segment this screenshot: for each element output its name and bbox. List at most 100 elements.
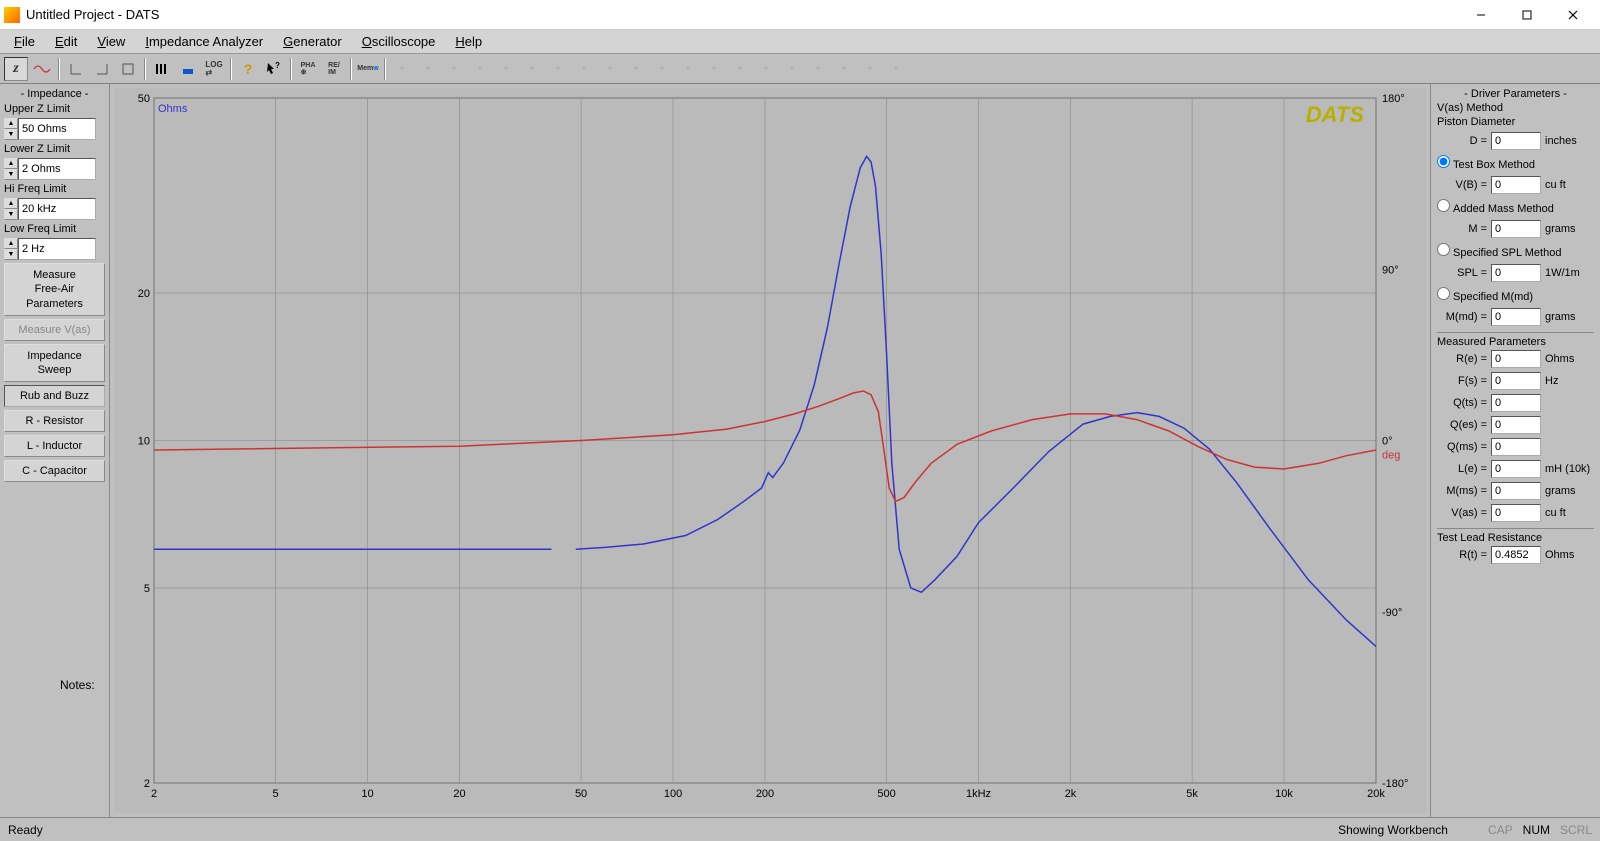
mms-input[interactable] <box>1491 482 1541 500</box>
menu-impedance[interactable]: Impedance Analyzer <box>135 31 273 52</box>
qts-param: Q(ts) = <box>1437 397 1487 409</box>
re-input[interactable] <box>1491 350 1541 368</box>
tool-bars[interactable] <box>150 57 174 81</box>
qes-param: Q(es) = <box>1437 419 1487 431</box>
fs-param: F(s) = <box>1437 375 1487 387</box>
tool-d6: ▫ <box>520 57 544 81</box>
svg-text:20: 20 <box>453 788 465 800</box>
tool-whatsthis[interactable]: ? <box>262 57 286 81</box>
upper-z-down[interactable]: ▼ <box>4 129 18 140</box>
low-freq-up[interactable]: ▲ <box>4 238 18 249</box>
menu-oscilloscope[interactable]: Oscilloscope <box>352 31 446 52</box>
maximize-button[interactable] <box>1504 0 1550 30</box>
piston-unit: inches <box>1545 135 1577 147</box>
low-freq-input[interactable] <box>18 238 96 260</box>
right-panel: - Driver Parameters - V(as) Method Pisto… <box>1430 84 1600 817</box>
tool-mem[interactable]: Memw <box>356 57 380 81</box>
tool-axis1[interactable] <box>64 57 88 81</box>
qts-input[interactable] <box>1491 394 1541 412</box>
rub-buzz-button[interactable]: Rub and Buzz <box>4 385 105 407</box>
mmd-radio[interactable] <box>1437 287 1450 300</box>
addedmass-radio[interactable] <box>1437 199 1450 212</box>
chart-area: 251020501002005001kHz2k5k10k20k25102050-… <box>114 88 1426 813</box>
vas-input[interactable] <box>1491 504 1541 522</box>
spl-radio[interactable] <box>1437 243 1450 256</box>
hi-freq-input[interactable] <box>18 198 96 220</box>
tool-wave[interactable] <box>30 57 54 81</box>
measure-free-air-button[interactable]: MeasureFree-AirParameters <box>4 263 105 316</box>
mmd-input[interactable] <box>1491 308 1541 326</box>
qms-param: Q(ms) = <box>1437 441 1487 453</box>
testlead-header: Test Lead Resistance <box>1437 532 1594 544</box>
c-capacitor-button[interactable]: C - Capacitor <box>4 460 105 482</box>
svg-text:deg: deg <box>1382 450 1400 462</box>
svg-text:200: 200 <box>756 788 774 800</box>
tool-d12: ▫ <box>676 57 700 81</box>
tool-z[interactable]: z <box>4 57 28 81</box>
hi-freq-up[interactable]: ▲ <box>4 198 18 209</box>
addedmass-label: Added Mass Method <box>1453 203 1554 215</box>
menubar: File Edit View Impedance Analyzer Genera… <box>0 30 1600 54</box>
minimize-button[interactable] <box>1458 0 1504 30</box>
lower-z-input[interactable] <box>18 158 96 180</box>
status-cap: CAP <box>1488 823 1513 837</box>
menu-view[interactable]: View <box>87 31 135 52</box>
window-title: Untitled Project - DATS <box>26 7 1458 22</box>
tool-axis2[interactable] <box>90 57 114 81</box>
tool-d11: ▫ <box>650 57 674 81</box>
le-input[interactable] <box>1491 460 1541 478</box>
m-input[interactable] <box>1491 220 1541 238</box>
piston-input[interactable] <box>1491 132 1541 150</box>
tool-d18: ▫ <box>832 57 856 81</box>
piston-label: Piston Diameter <box>1437 116 1594 128</box>
rt-input[interactable] <box>1491 546 1541 564</box>
menu-generator[interactable]: Generator <box>273 31 352 52</box>
status-num: NUM <box>1523 823 1550 837</box>
upper-z-input[interactable] <box>18 118 96 140</box>
tool-reim[interactable]: RE/IM <box>322 57 346 81</box>
impedance-chart: 251020501002005001kHz2k5k10k20k25102050-… <box>114 88 1426 813</box>
upper-z-up[interactable]: ▲ <box>4 118 18 129</box>
tool-pha[interactable]: PHA⊕ <box>296 57 320 81</box>
piston-param: D = <box>1437 135 1487 147</box>
l-inductor-button[interactable]: L - Inductor <box>4 435 105 457</box>
spl-label: Specified SPL Method <box>1453 247 1561 259</box>
menu-edit[interactable]: Edit <box>45 31 87 52</box>
tool-d4: ▫ <box>468 57 492 81</box>
vas-method-label: V(as) Method <box>1437 102 1594 114</box>
tool-flag[interactable] <box>176 57 200 81</box>
qms-input[interactable] <box>1491 438 1541 456</box>
hi-freq-down[interactable]: ▼ <box>4 209 18 220</box>
tool-help[interactable]: ? <box>236 57 260 81</box>
notes-label: Notes: <box>60 678 95 692</box>
r-resistor-button[interactable]: R - Resistor <box>4 410 105 432</box>
svg-text:180°: 180° <box>1382 93 1405 105</box>
hi-freq-label: Hi Freq Limit <box>4 183 105 195</box>
mms-unit: grams <box>1545 485 1576 497</box>
low-freq-down[interactable]: ▼ <box>4 249 18 260</box>
menu-file[interactable]: File <box>4 31 45 52</box>
re-unit: Ohms <box>1545 353 1574 365</box>
driver-params-header: - Driver Parameters - <box>1437 88 1594 100</box>
testbox-radio[interactable] <box>1437 155 1450 168</box>
svg-text:100: 100 <box>664 788 682 800</box>
tool-d9: ▫ <box>598 57 622 81</box>
fs-input[interactable] <box>1491 372 1541 390</box>
tool-d17: ▫ <box>806 57 830 81</box>
app-icon <box>4 7 20 23</box>
tool-axis3[interactable] <box>116 57 140 81</box>
svg-text:Ohms: Ohms <box>158 103 188 115</box>
svg-text:2: 2 <box>151 788 157 800</box>
close-button[interactable] <box>1550 0 1596 30</box>
qes-input[interactable] <box>1491 416 1541 434</box>
tool-d1: ▫ <box>390 57 414 81</box>
lower-z-up[interactable]: ▲ <box>4 158 18 169</box>
menu-help[interactable]: Help <box>445 31 492 52</box>
vb-input[interactable] <box>1491 176 1541 194</box>
tool-log[interactable]: LOG⇄ <box>202 57 226 81</box>
lower-z-down[interactable]: ▼ <box>4 169 18 180</box>
impedance-sweep-button[interactable]: ImpedanceSweep <box>4 344 105 383</box>
svg-text:2k: 2k <box>1065 788 1077 800</box>
spl-input[interactable] <box>1491 264 1541 282</box>
measure-vas-button: Measure V(as) <box>4 319 105 341</box>
